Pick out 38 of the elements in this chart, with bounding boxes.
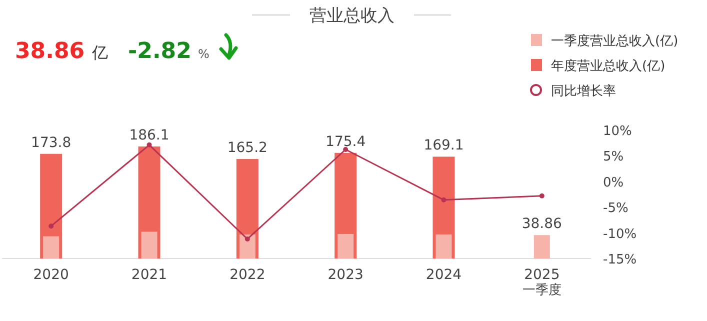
- x-tick-label: 2024: [426, 267, 462, 283]
- data-label: 173.8: [31, 134, 72, 151]
- bar: [43, 236, 60, 258]
- data-label: 169.1: [424, 138, 464, 154]
- point: [539, 193, 544, 198]
- x-tick-label: 2020: [33, 267, 69, 283]
- y2-tick-label: -15%: [603, 252, 637, 268]
- legend-label: 同比增长率: [551, 83, 616, 99]
- data-label: 175.4: [326, 134, 366, 150]
- text: 38.86: [15, 39, 85, 64]
- bar: [239, 234, 256, 258]
- bar: [338, 234, 354, 258]
- y2-tick-label: 10%: [603, 124, 632, 139]
- bar: [141, 232, 158, 258]
- x-tick-label: 2025 一季度: [522, 267, 562, 298]
- legend-label: 年度营业总收入(亿): [551, 58, 666, 74]
- point: [343, 147, 348, 152]
- point: [441, 197, 446, 202]
- data-label: 38.86: [522, 216, 562, 232]
- bar: [534, 235, 550, 258]
- text: -2.82: [128, 39, 192, 64]
- data-label: 165.2: [227, 140, 268, 156]
- chart-title: 营业总收入: [310, 6, 394, 26]
- y2-tick-label: 0%: [603, 175, 624, 190]
- y2-tick-label: 5%: [603, 150, 624, 165]
- y2-tick-label: -5%: [603, 201, 628, 216]
- legend-label: 一季度营业总收入(亿): [551, 33, 678, 49]
- text: 亿: [91, 43, 108, 62]
- text: %: [198, 47, 210, 61]
- x-tick-label: 2023: [328, 267, 364, 283]
- point: [244, 236, 250, 242]
- point: [48, 224, 54, 229]
- data-label: 186.1: [129, 127, 170, 144]
- bar: [436, 234, 452, 258]
- point: [146, 142, 152, 148]
- x-tick-label: 2021: [131, 267, 168, 283]
- y2-tick-label: -10%: [603, 226, 637, 242]
- x-tick-label: 2022: [230, 267, 266, 283]
